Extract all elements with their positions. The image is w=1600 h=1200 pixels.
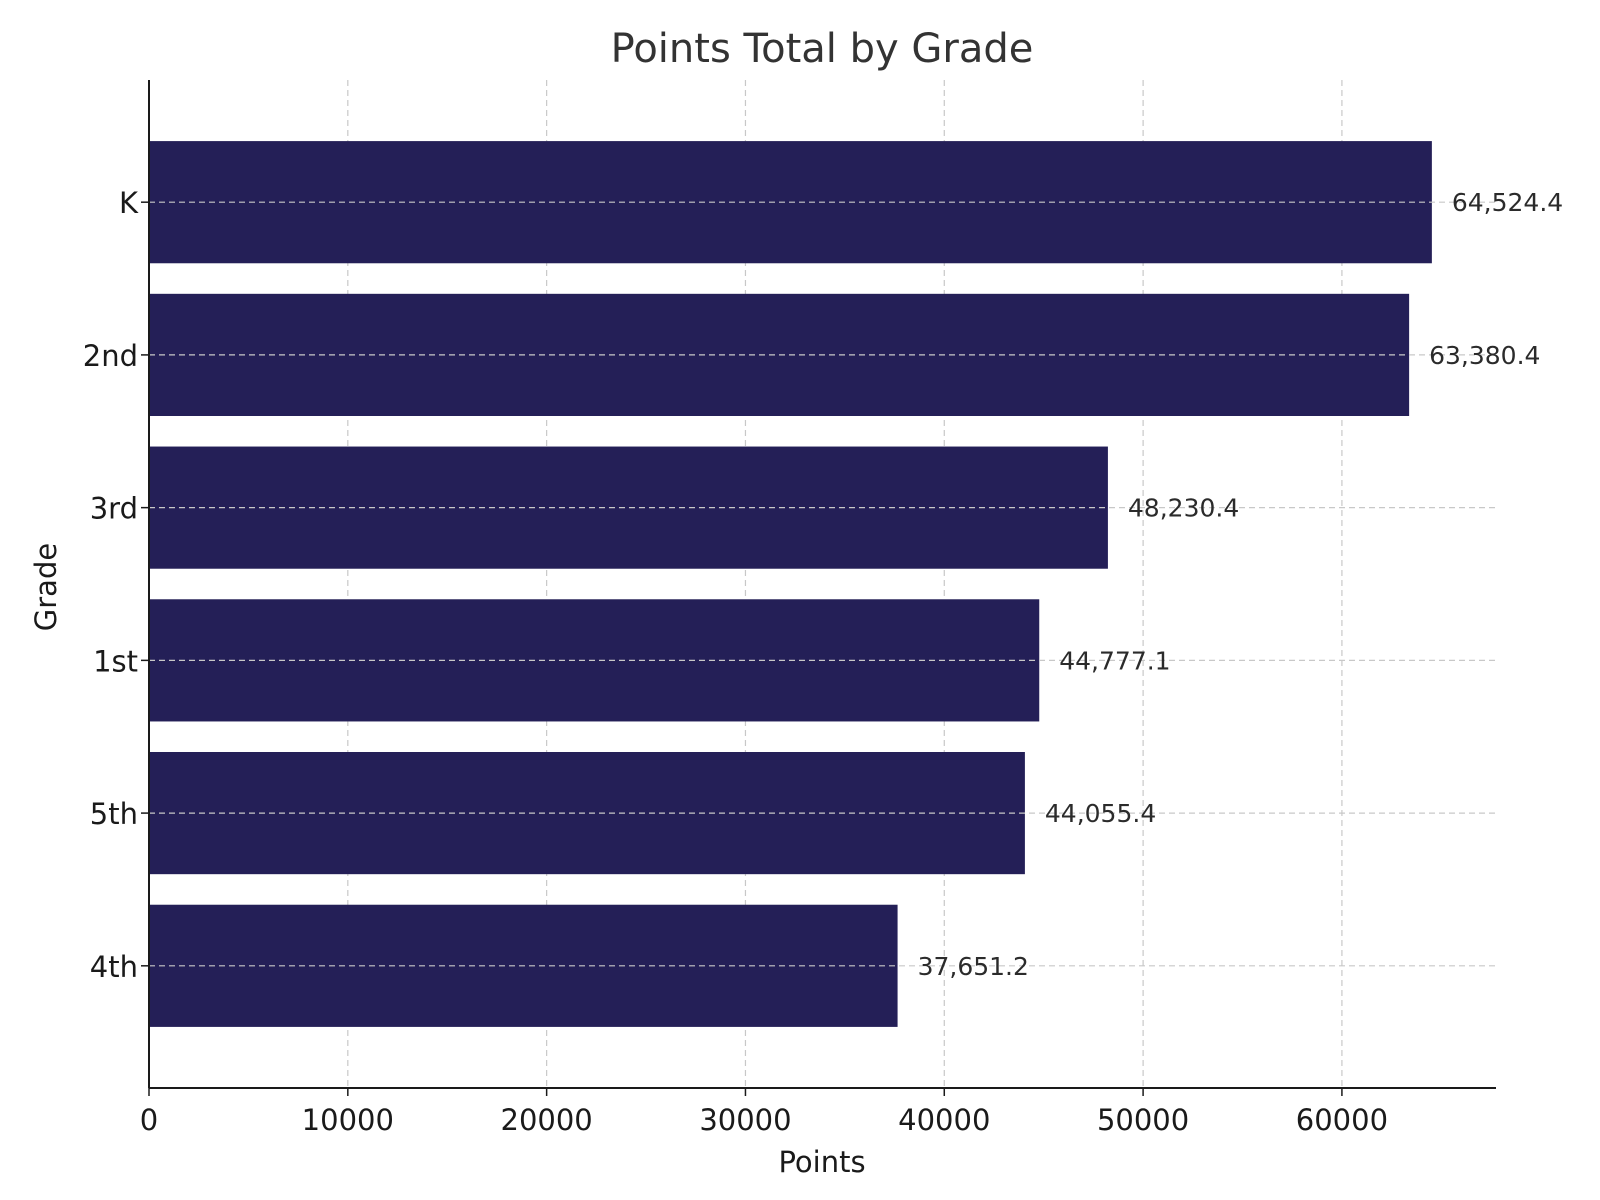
x-tick-label-6: 60000 <box>1296 1103 1388 1137</box>
x-axis-title: Points <box>778 1145 865 1179</box>
data-label-2nd: 63,380.4 <box>1429 341 1540 370</box>
data-label-1st: 44,777.1 <box>1059 646 1170 675</box>
x-tick-label-2: 20000 <box>501 1103 593 1137</box>
chart-title: Points Total by Grade <box>611 26 1034 72</box>
x-tick-label-3: 30000 <box>699 1103 791 1137</box>
bar-3rd <box>149 446 1108 569</box>
y-axis-title: Grade <box>29 543 63 631</box>
y-tick-label-5th: 5th <box>90 797 138 831</box>
data-label-3rd: 48,230.4 <box>1128 494 1239 523</box>
x-tick-label-0: 0 <box>140 1103 158 1137</box>
y-tick-label-K: K <box>119 186 139 220</box>
y-tick-label-3rd: 3rd <box>90 492 138 526</box>
y-tick-label-1st: 1st <box>93 644 138 678</box>
bars <box>149 141 1432 1027</box>
axes <box>141 80 1496 1096</box>
labels: K 64,524.4 2nd 63,380.4 3rd 48,230.4 1st 44,777… <box>83 186 1563 1137</box>
x-tick-label-4: 40000 <box>898 1103 990 1137</box>
y-tick-label-2nd: 2nd <box>83 339 138 373</box>
data-label-K: 64,524.4 <box>1452 188 1563 217</box>
y-tick-label-4th: 4th <box>90 950 138 984</box>
data-label-4th: 37,651.2 <box>918 952 1029 981</box>
x-tick-label-5: 50000 <box>1097 1103 1189 1137</box>
data-label-5th: 44,055.4 <box>1045 799 1156 828</box>
horizontal-grid <box>149 201 1496 967</box>
x-tick-label-1: 10000 <box>302 1103 394 1137</box>
